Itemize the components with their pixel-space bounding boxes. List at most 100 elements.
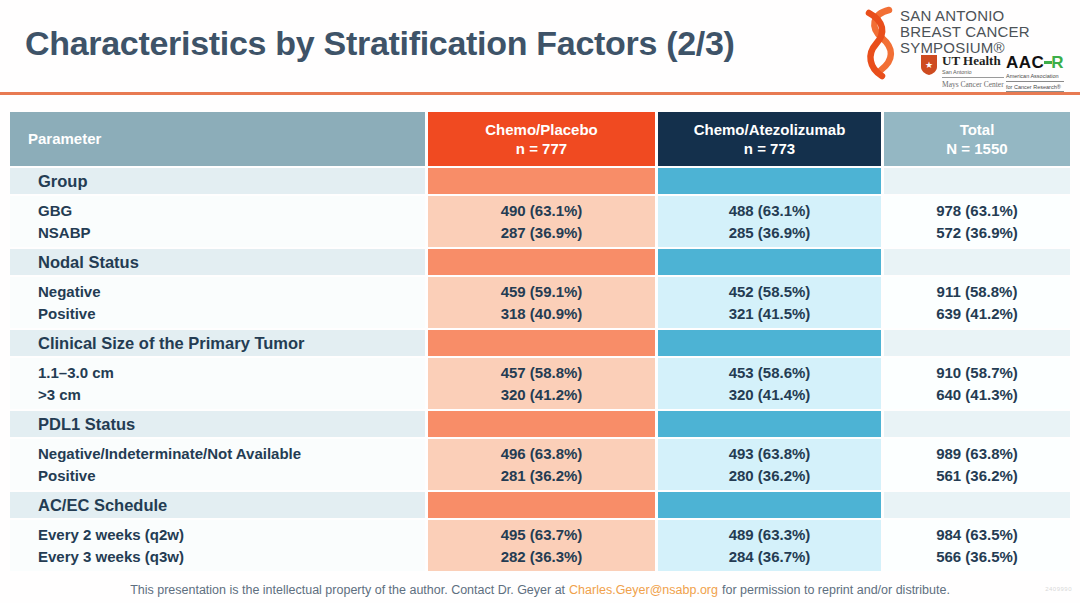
row-label: 1.1–3.0 cm [38, 362, 425, 384]
cell-value: 453 (58.6%) [658, 362, 881, 384]
section-row-ac-ec-schedule: AC/EC Schedule [10, 492, 1070, 518]
footer-note: This presentation is the intellectual pr… [0, 583, 1080, 597]
cell-value: 640 (41.3%) [884, 384, 1070, 406]
atezolizumab-values: 493 (63.8%) 280 (36.2%) [658, 439, 881, 490]
cell-value: 284 (36.7%) [658, 546, 881, 568]
cell-value: 488 (63.1%) [658, 200, 881, 222]
cell-value: 459 (59.1%) [428, 281, 655, 303]
row-label: Positive [38, 303, 425, 325]
cell-value: 910 (58.7%) [884, 362, 1070, 384]
row-labels: Every 2 weeks (q2w) Every 3 weeks (q3w) [10, 520, 425, 571]
column-header-chemo-atezolizumab: Chemo/Atezolizumab n = 773 [658, 112, 881, 166]
cell-value: 911 (58.8%) [884, 281, 1070, 303]
cell-value: 457 (58.8%) [428, 362, 655, 384]
aacr-letters-black: AAC [1006, 54, 1044, 71]
total-values: 984 (63.5%) 566 (36.5%) [884, 520, 1070, 571]
cell-value: 978 (63.1%) [884, 200, 1070, 222]
row-label: Every 3 weeks (q3w) [38, 546, 425, 568]
section-band-atezolizumab [658, 411, 881, 437]
column-header-total: Total N = 1550 [884, 112, 1070, 166]
characteristics-table: Parameter Chemo/Placebo n = 777 Chemo/At… [10, 112, 1070, 571]
column-header-total-label: Total [884, 120, 1070, 140]
row-labels: 1.1–3.0 cm >3 cm [10, 358, 425, 409]
cell-value: 572 (36.9%) [884, 222, 1070, 244]
ut-health-sub: San Antonio [942, 69, 1004, 75]
column-header-total-n: N = 1550 [884, 139, 1070, 159]
section-band-atezolizumab [658, 249, 881, 275]
section-header-pdl1-status: PDL1 Status [10, 411, 425, 437]
cell-value: 561 (36.2%) [884, 465, 1070, 487]
sabcs-wordmark: SAN ANTONIO BREAST CANCER SYMPOSIUM® [900, 8, 1030, 56]
section-band-atezolizumab [658, 492, 881, 518]
data-row-group: GBG NSABP 490 (63.1%) 287 (36.9%) 488 (6… [10, 196, 1070, 247]
column-header-chemo-placebo: Chemo/Placebo n = 777 [428, 112, 655, 166]
cell-value: 495 (63.7%) [428, 524, 655, 546]
footer-email-link[interactable]: Charles.Geyer@nsabp.org [569, 583, 718, 597]
section-row-group: Group [10, 168, 1070, 194]
table-header-row: Parameter Chemo/Placebo n = 777 Chemo/At… [10, 112, 1070, 166]
row-label: Negative [38, 281, 425, 303]
watermark-id: 2409990 [1045, 586, 1072, 592]
column-header-chemo-placebo-n: n = 777 [428, 139, 655, 159]
logo-cluster: SAN ANTONIO BREAST CANCER SYMPOSIUM® ★ U… [848, 2, 1076, 92]
placebo-values: 459 (59.1%) 318 (40.9%) [428, 277, 655, 328]
section-band-total [884, 492, 1070, 518]
atezolizumab-values: 452 (58.5%) 321 (41.5%) [658, 277, 881, 328]
section-row-pdl1-status: PDL1 Status [10, 411, 1070, 437]
awareness-ribbon-icon [856, 4, 900, 82]
section-band-placebo [428, 168, 655, 194]
cell-value: 282 (36.3%) [428, 546, 655, 568]
aacr-logo: AACR American Association for Cancer Res… [1006, 54, 1064, 92]
data-row-clinical-size: 1.1–3.0 cm >3 cm 457 (58.8%) 320 (41.2%)… [10, 358, 1070, 409]
section-band-placebo [428, 492, 655, 518]
cell-value: 280 (36.2%) [658, 465, 881, 487]
section-row-clinical-size: Clinical Size of the Primary Tumor [10, 330, 1070, 356]
row-label: GBG [38, 200, 425, 222]
row-labels: Negative/Indeterminate/Not Available Pos… [10, 439, 425, 490]
atezolizumab-values: 488 (63.1%) 285 (36.9%) [658, 196, 881, 247]
aacr-subtext-2: for Cancer Research® [1006, 84, 1064, 93]
section-band-atezolizumab [658, 330, 881, 356]
data-row-pdl1-status: Negative/Indeterminate/Not Available Pos… [10, 439, 1070, 490]
atezolizumab-values: 489 (63.3%) 284 (36.7%) [658, 520, 881, 571]
data-row-nodal-status: Negative Positive 459 (59.1%) 318 (40.9%… [10, 277, 1070, 328]
cell-value: 318 (40.9%) [428, 303, 655, 325]
cell-value: 321 (41.5%) [658, 303, 881, 325]
ut-health-name: UT Health [942, 54, 1004, 67]
cell-value: 490 (63.1%) [428, 200, 655, 222]
aacr-wordmark: AAC R [1006, 54, 1064, 71]
row-label: Positive [38, 465, 425, 487]
row-labels: GBG NSABP [10, 196, 425, 247]
cell-value: 984 (63.5%) [884, 524, 1070, 546]
aacr-letter-green: R [1051, 54, 1064, 71]
cell-value: 639 (41.2%) [884, 303, 1070, 325]
cell-value: 320 (41.2%) [428, 384, 655, 406]
section-header-ac-ec-schedule: AC/EC Schedule [10, 492, 425, 518]
cell-value: 281 (36.2%) [428, 465, 655, 487]
cell-value: 566 (36.5%) [884, 546, 1070, 568]
total-values: 910 (58.7%) 640 (41.3%) [884, 358, 1070, 409]
section-row-nodal-status: Nodal Status [10, 249, 1070, 275]
row-label: Negative/Indeterminate/Not Available [38, 443, 425, 465]
cell-value: 285 (36.9%) [658, 222, 881, 244]
slide: { "slide": { "title": "Characteristics b… [0, 0, 1080, 603]
section-band-placebo [428, 411, 655, 437]
column-header-chemo-placebo-label: Chemo/Placebo [428, 120, 655, 140]
footer-text-before: This presentation is the intellectual pr… [130, 583, 565, 597]
page-title: Characteristics by Stratification Factor… [25, 24, 735, 63]
mays-cancer-center-label: Mays Cancer Center [942, 77, 1004, 89]
ut-health-logo: ★ UT Health San Antonio Mays Cancer Cent… [920, 54, 1004, 89]
footer-text-after: for permission to reprint and/or distrib… [722, 583, 950, 597]
section-band-atezolizumab [658, 168, 881, 194]
row-label: Every 2 weeks (q2w) [38, 524, 425, 546]
row-label: >3 cm [38, 384, 425, 406]
data-row-ac-ec-schedule: Every 2 weeks (q2w) Every 3 weeks (q3w) … [10, 520, 1070, 571]
section-band-total [884, 168, 1070, 194]
cell-value: 287 (36.9%) [428, 222, 655, 244]
placebo-values: 490 (63.1%) 287 (36.9%) [428, 196, 655, 247]
section-band-placebo [428, 330, 655, 356]
column-header-parameter-label: Parameter [28, 129, 101, 149]
total-values: 989 (63.8%) 561 (36.2%) [884, 439, 1070, 490]
placebo-values: 495 (63.7%) 282 (36.3%) [428, 520, 655, 571]
cell-value: 320 (41.4%) [658, 384, 881, 406]
